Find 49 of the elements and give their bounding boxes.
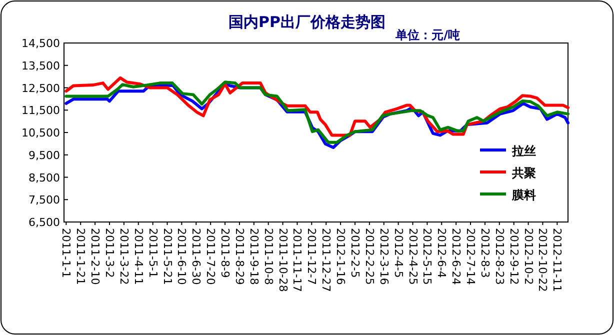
x-tick-label: 2012-6-4 — [435, 228, 448, 278]
x-tick-label: 2011-5-1 — [146, 228, 160, 278]
y-tick-label: 6,500 — [28, 216, 60, 229]
x-tick-label: 2011-10-8 — [262, 228, 275, 285]
x-tick-label: 2012-4-5 — [392, 228, 405, 278]
x-tick-label: 2012-8-23 — [492, 228, 506, 285]
legend-label: 共聚 — [511, 166, 536, 180]
y-tick-label: 11,500 — [22, 104, 60, 118]
x-tick-label: 2012-4-25 — [406, 228, 420, 285]
legend-label: 膜料 — [511, 188, 536, 202]
x-tick-label: 2011-7-20 — [204, 228, 218, 285]
y-tick-label: 8,500 — [28, 171, 60, 184]
x-tick-label: 2011-2-10 — [88, 228, 102, 285]
y-tick-label: 14,500 — [22, 37, 60, 50]
x-tick-label: 2011-1-1 — [60, 228, 73, 278]
x-tick-label: 2011-11-17 — [290, 228, 304, 292]
x-tick-label: 2012-10-2 — [522, 228, 535, 285]
x-tick-label: 2012-7-14 — [464, 228, 478, 285]
x-tick-label: 2012-6-24 — [450, 228, 463, 285]
y-tick-label: 12,500 — [22, 82, 60, 95]
x-tick-label: 2012-11-11 — [550, 228, 564, 292]
x-tick-label: 2011-6-30 — [190, 228, 203, 285]
text: 单位：元/吨 — [394, 28, 460, 42]
y-tick-label: 7,500 — [28, 194, 60, 207]
y-tick-label: 9,500 — [28, 148, 60, 162]
x-tick-label: 2011-6-10 — [175, 228, 188, 285]
x-tick-label: 2012-2-5 — [348, 228, 362, 278]
x-tick-label: 2011-12-7 — [305, 228, 318, 285]
x-tick-label: 2011-4-11 — [132, 228, 145, 285]
x-tick-label: 2012-2-25 — [362, 228, 376, 285]
legend-label: 拉丝 — [511, 144, 536, 158]
chart-title: 国内PP出厂价格走势图 — [228, 13, 386, 31]
x-tick-label: 2012-10-22 — [536, 228, 550, 292]
x-tick-label: 2011-9-18 — [247, 228, 260, 285]
y-tick-label: 10,500 — [22, 126, 60, 140]
x-tick-label: 2012-1-16 — [334, 228, 348, 285]
x-tick-label: 2011-8-29 — [232, 228, 246, 285]
x-tick-label: 2012-3-16 — [377, 228, 390, 285]
x-tick-label: 2011-10-28 — [276, 228, 290, 292]
x-tick-label: 2011-5-21 — [160, 228, 174, 285]
x-tick-label: 2011-8-9 — [218, 228, 232, 278]
y-tick-label: 13,500 — [22, 59, 60, 72]
x-tick-label: 2011-3-22 — [117, 228, 130, 285]
x-tick-label: 2012-9-12 — [507, 228, 520, 285]
x-tick-label: 2011-3-2 — [102, 228, 116, 278]
x-tick-label: 2012-8-3 — [478, 228, 492, 278]
x-tick-label: 2011-1-21 — [74, 228, 88, 285]
x-tick-label: 2012-5-15 — [420, 228, 434, 285]
x-tick-label: 2011-12-27 — [320, 228, 333, 292]
